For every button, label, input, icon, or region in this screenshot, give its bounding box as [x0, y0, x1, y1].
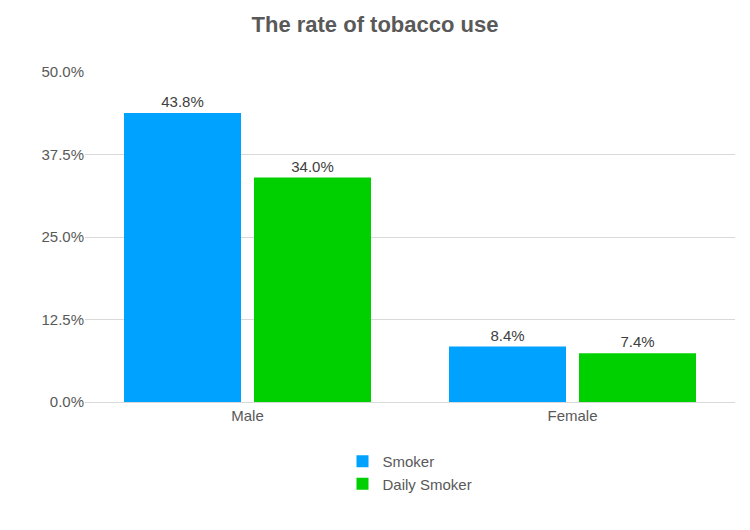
svg-text:25.0%: 25.0%: [41, 228, 84, 245]
svg-text:12.5%: 12.5%: [41, 311, 84, 328]
svg-text:0.0%: 0.0%: [50, 393, 84, 410]
svg-text:The rate of tobacco use: The rate of tobacco use: [252, 12, 499, 37]
svg-text:43.8%: 43.8%: [161, 93, 204, 110]
svg-text:7.4%: 7.4%: [620, 333, 654, 350]
svg-text:Male: Male: [231, 407, 264, 424]
svg-text:8.4%: 8.4%: [490, 327, 524, 344]
svg-text:37.5%: 37.5%: [41, 146, 84, 163]
svg-text:34.0%: 34.0%: [291, 158, 334, 175]
svg-text:Smoker: Smoker: [383, 453, 435, 470]
svg-text:Daily Smoker: Daily Smoker: [383, 476, 472, 493]
svg-text:Female: Female: [547, 407, 597, 424]
svg-text:50.0%: 50.0%: [41, 63, 84, 80]
